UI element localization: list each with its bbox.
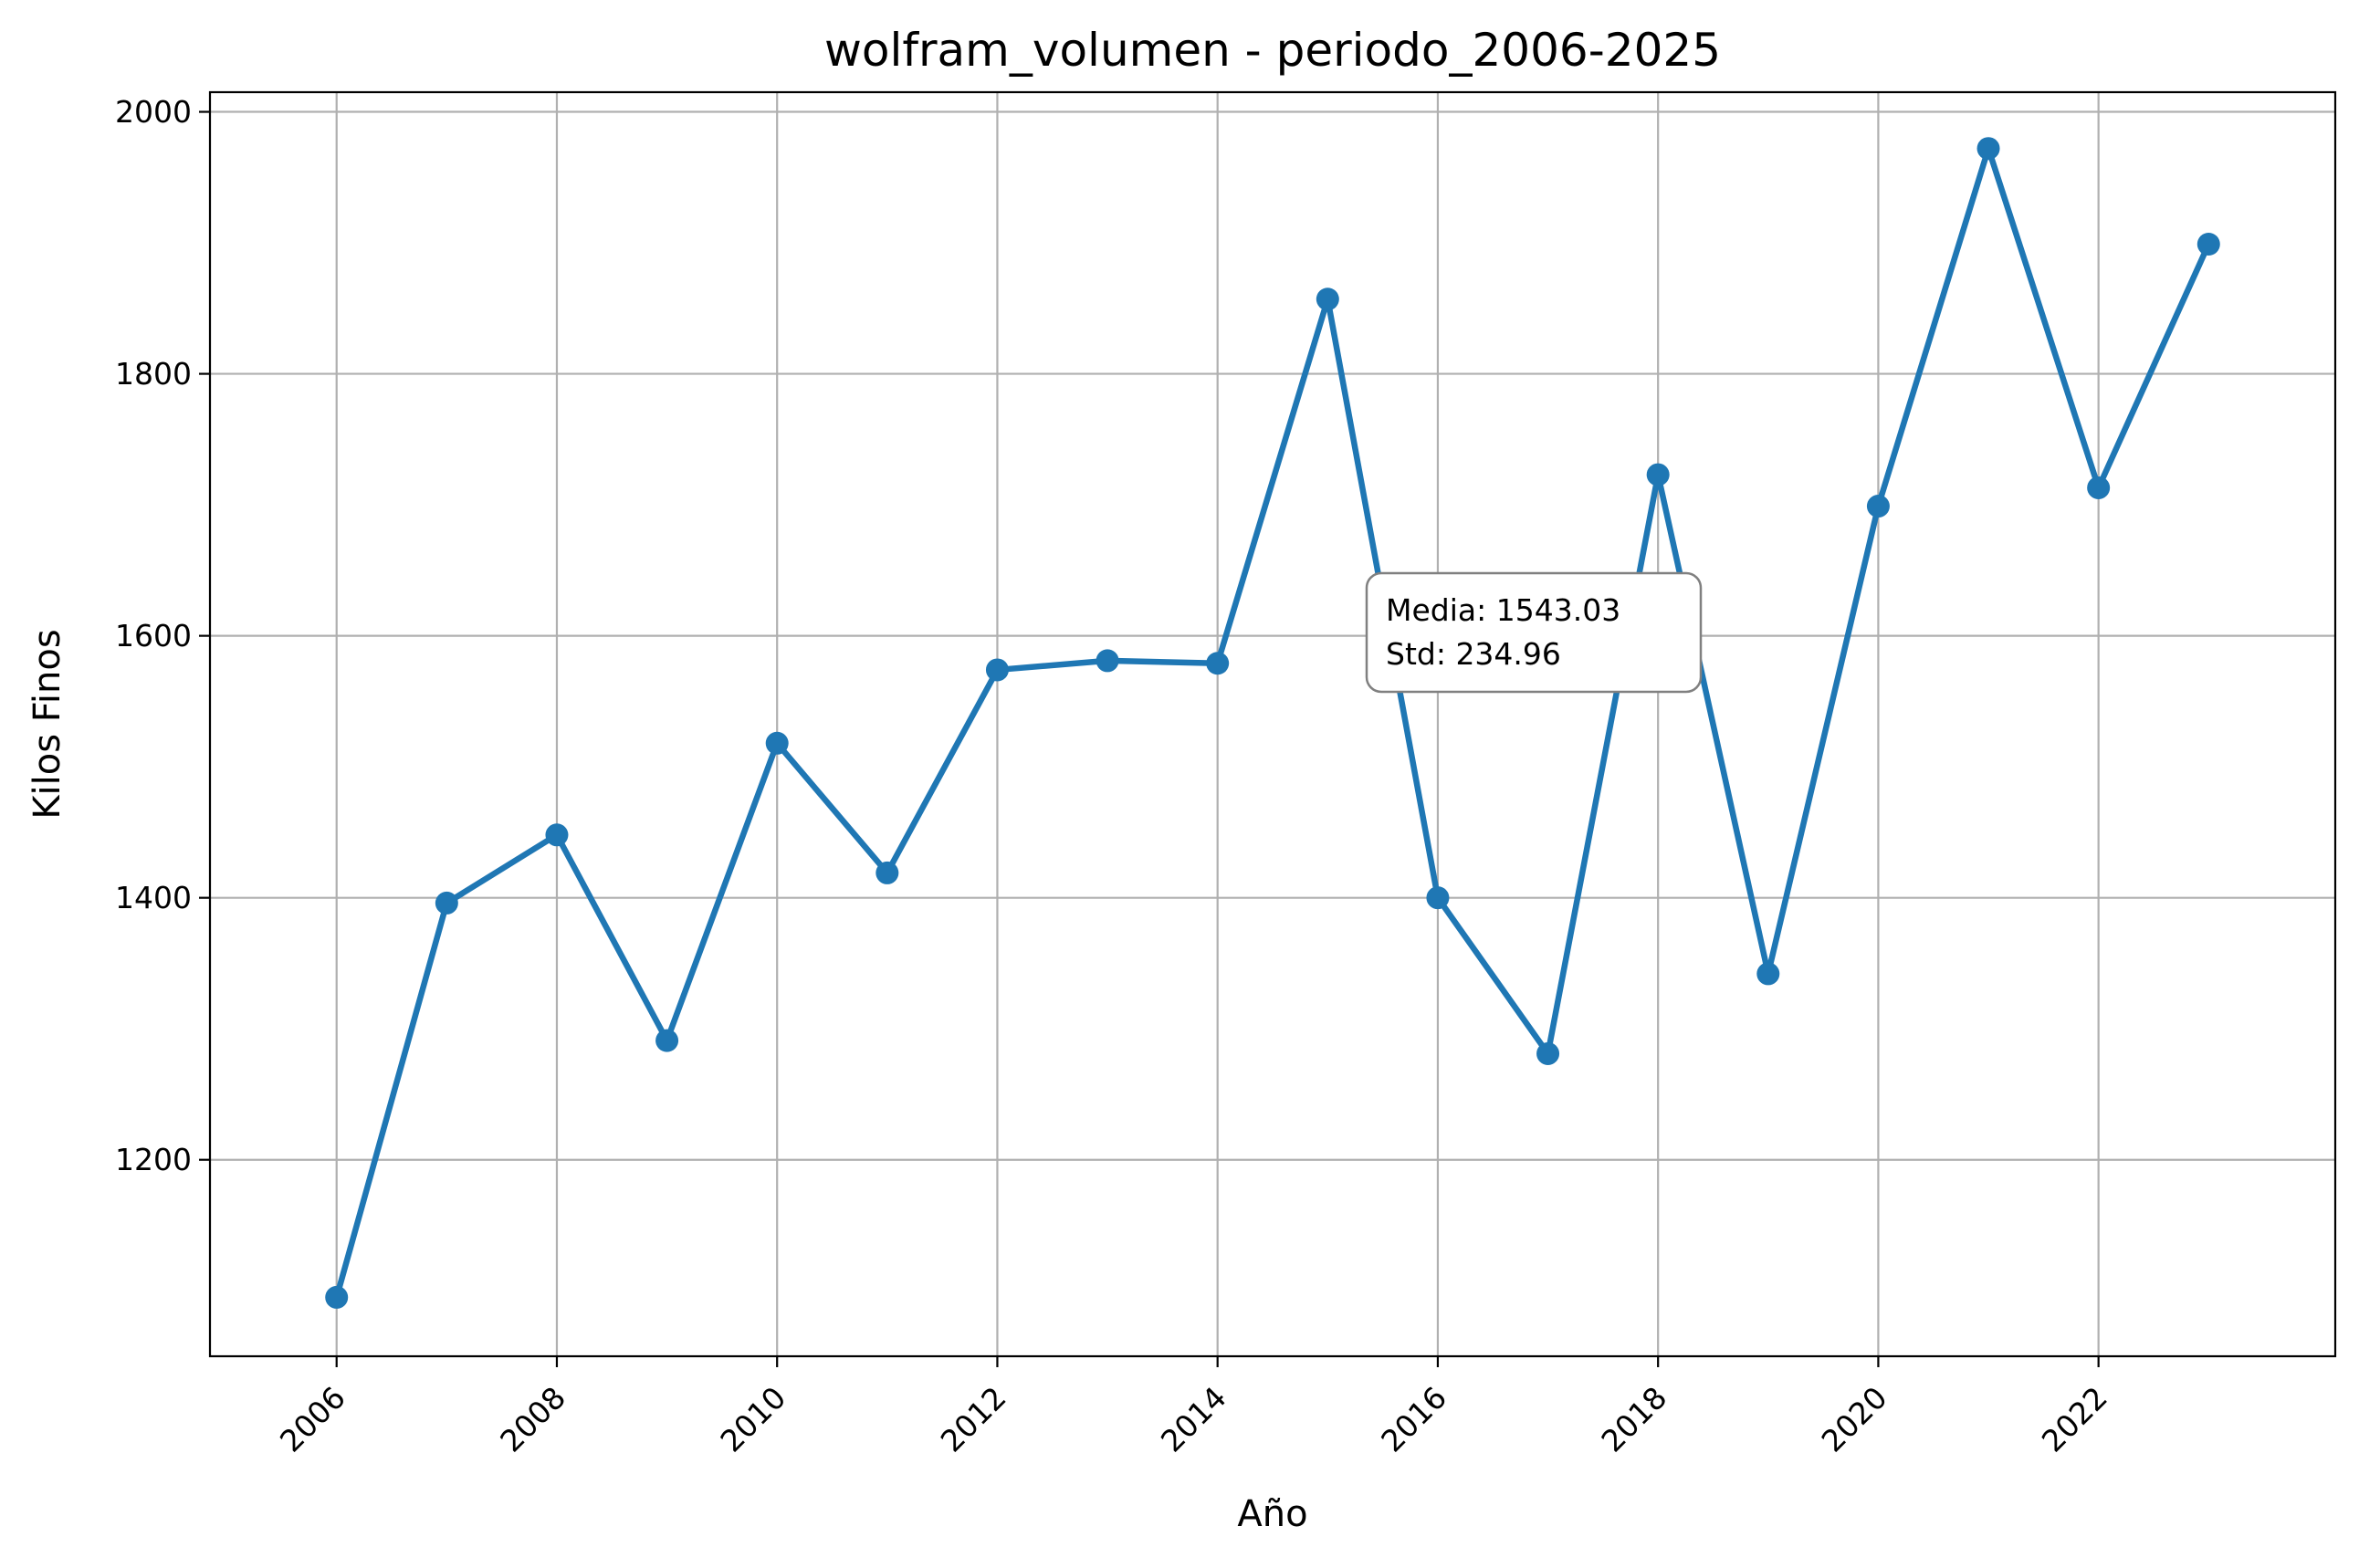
- chart-title: wolfram_volumen - periodo_2006-2025: [824, 24, 1721, 77]
- y-tick-label: 1200: [115, 1142, 192, 1177]
- data-point: [1316, 287, 1339, 311]
- x-tick-label: 2018: [1594, 1380, 1673, 1459]
- data-point: [545, 823, 569, 847]
- stats-mean-label: Media: 1543.03: [1386, 592, 1620, 628]
- x-tick-label: 2014: [1154, 1380, 1233, 1459]
- axes-frame: [208, 90, 2337, 1358]
- data-point: [1206, 652, 1230, 675]
- stats-annotation-box: [1365, 571, 1703, 694]
- stats-std-label: Std: 234.96: [1386, 636, 1561, 672]
- data-point: [765, 731, 789, 755]
- data-point: [1756, 962, 1780, 986]
- data-point: [1096, 649, 1119, 673]
- x-tick-label: 2022: [2035, 1380, 2114, 1459]
- y-tick-label: 2000: [115, 94, 192, 130]
- data-point: [1426, 886, 1450, 910]
- data-point: [875, 861, 899, 884]
- x-tick-label: 2016: [1374, 1380, 1453, 1459]
- y-tick-label: 1600: [115, 618, 192, 653]
- data-point: [1866, 495, 1890, 518]
- y-tick-label: 1800: [115, 356, 192, 392]
- x-axis-label: Año: [1237, 1493, 1307, 1535]
- y-tick-label: 1400: [115, 880, 192, 915]
- y-axis-label: Kilos Finos: [26, 629, 68, 819]
- data-point: [1536, 1041, 1560, 1065]
- data-point: [1646, 463, 1670, 486]
- x-tick-label: 2008: [493, 1380, 572, 1459]
- data-point: [1976, 137, 2000, 161]
- data-point: [435, 891, 458, 915]
- grid-lines: [210, 92, 2335, 1356]
- x-tick-label: 2010: [713, 1380, 792, 1459]
- series-line: [333, 145, 2212, 1301]
- data-point: [655, 1029, 679, 1052]
- data-point: [2087, 476, 2111, 499]
- data-point: [2196, 232, 2220, 256]
- x-tick-label: 2006: [273, 1380, 352, 1459]
- data-point: [985, 658, 1009, 682]
- x-tick-label: 2012: [934, 1380, 1013, 1459]
- data-point: [325, 1285, 349, 1309]
- stats-annotation: Media: 1543.03 Std: 234.96: [1365, 571, 1703, 694]
- x-tick-label: 2020: [1815, 1380, 1894, 1459]
- series-layer: [325, 137, 2220, 1309]
